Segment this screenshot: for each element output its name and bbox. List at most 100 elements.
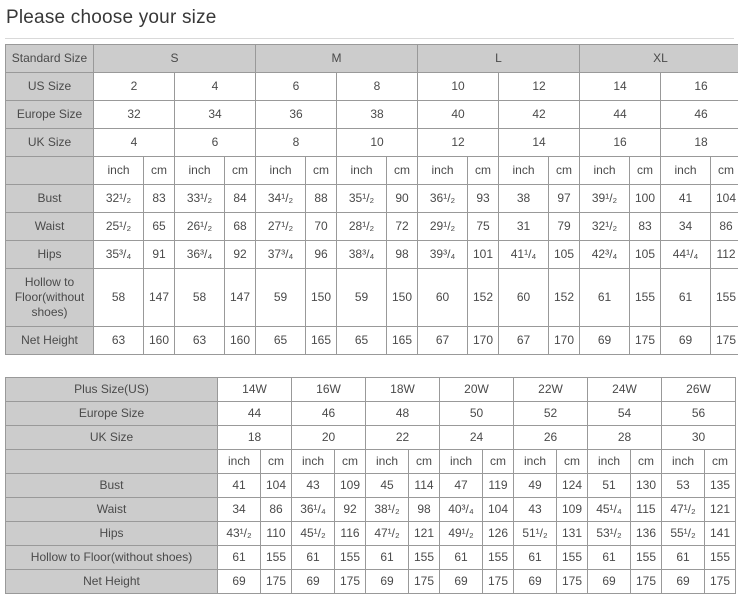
value-cell: 155 (705, 546, 736, 570)
value-cell: 63 (175, 327, 225, 355)
value-cell: 45 (366, 474, 409, 498)
value-cell: 130 (631, 474, 662, 498)
value-cell: 53 (662, 474, 705, 498)
unit-cell: inch (94, 157, 144, 185)
value-cell: 63 (94, 327, 144, 355)
value-cell: 20 (292, 426, 366, 450)
value-cell: 165 (387, 327, 418, 355)
value-cell: 83 (630, 213, 661, 241)
value-cell: 40 (418, 101, 499, 129)
value-cell: 20W (440, 378, 514, 402)
value-cell: 43 (514, 498, 557, 522)
unit-cell: cm (630, 157, 661, 185)
value-cell: 69 (580, 327, 630, 355)
value-cell: 47 (440, 474, 483, 498)
row-label-cell: Hollow to Floor(without shoes) (6, 546, 218, 570)
value-cell: 116 (335, 522, 366, 546)
value-cell: 155 (335, 546, 366, 570)
value-cell: 16 (580, 129, 661, 157)
unit-cell: inch (662, 450, 705, 474)
value-cell: 44 (218, 402, 292, 426)
value-cell: 70 (306, 213, 337, 241)
value-cell: 59 (337, 269, 387, 327)
value-cell: 86 (261, 498, 292, 522)
value-cell: 36¹/₄ (292, 498, 335, 522)
row-label-cell: UK Size (6, 426, 218, 450)
value-cell: 141 (705, 522, 736, 546)
value-cell: 152 (468, 269, 499, 327)
value-cell: 6 (175, 129, 256, 157)
value-cell: 155 (557, 546, 588, 570)
row-label-cell: Plus Size(US) (6, 378, 218, 402)
value-cell: 61 (662, 546, 705, 570)
value-cell: 61 (661, 269, 711, 327)
size-group-cell: L (418, 45, 580, 73)
value-cell: 65 (256, 327, 306, 355)
value-cell: 47¹/₂ (366, 522, 409, 546)
value-cell: 67 (499, 327, 549, 355)
value-cell: 175 (409, 570, 440, 594)
value-cell: 22W (514, 378, 588, 402)
unit-cell: inch (337, 157, 387, 185)
row-label-cell: Bust (6, 474, 218, 498)
value-cell: 16W (292, 378, 366, 402)
value-cell: 96 (306, 241, 337, 269)
value-cell: 104 (261, 474, 292, 498)
value-cell: 175 (711, 327, 738, 355)
unit-cell: inch (580, 157, 630, 185)
value-cell: 97 (549, 185, 580, 213)
value-cell: 18 (218, 426, 292, 450)
value-cell: 115 (631, 498, 662, 522)
value-cell: 160 (144, 327, 175, 355)
value-cell: 34¹/₂ (256, 185, 306, 213)
value-cell: 91 (144, 241, 175, 269)
value-cell: 98 (409, 498, 440, 522)
value-cell: 26¹/₂ (175, 213, 225, 241)
value-cell: 36¹/₂ (418, 185, 468, 213)
value-cell: 52 (514, 402, 588, 426)
value-cell: 68 (225, 213, 256, 241)
row-label-cell: Waist (6, 498, 218, 522)
value-cell: 105 (549, 241, 580, 269)
value-cell: 50 (440, 402, 514, 426)
value-cell: 69 (366, 570, 409, 594)
value-cell: 61 (218, 546, 261, 570)
unit-cell: cm (261, 450, 292, 474)
value-cell: 42 (499, 101, 580, 129)
value-cell: 92 (225, 241, 256, 269)
value-cell: 24 (440, 426, 514, 450)
size-group-cell: M (256, 45, 418, 73)
value-cell: 175 (557, 570, 588, 594)
value-cell: 61 (514, 546, 557, 570)
value-cell: 43 (292, 474, 335, 498)
unit-cell: inch (256, 157, 306, 185)
value-cell: 49¹/₂ (440, 522, 483, 546)
value-cell: 79 (549, 213, 580, 241)
value-cell: 35³/₄ (94, 241, 144, 269)
value-cell: 69 (661, 327, 711, 355)
value-cell: 69 (440, 570, 483, 594)
value-cell: 32 (94, 101, 175, 129)
value-cell: 61 (292, 546, 335, 570)
value-cell: 38 (499, 185, 549, 213)
value-cell: 100 (630, 185, 661, 213)
value-cell: 104 (711, 185, 738, 213)
value-cell: 90 (387, 185, 418, 213)
value-cell: 121 (409, 522, 440, 546)
value-cell: 44 (580, 101, 661, 129)
value-cell: 29¹/₂ (418, 213, 468, 241)
row-label-cell: Bust (6, 185, 94, 213)
value-cell: 175 (705, 570, 736, 594)
value-cell: 69 (662, 570, 705, 594)
